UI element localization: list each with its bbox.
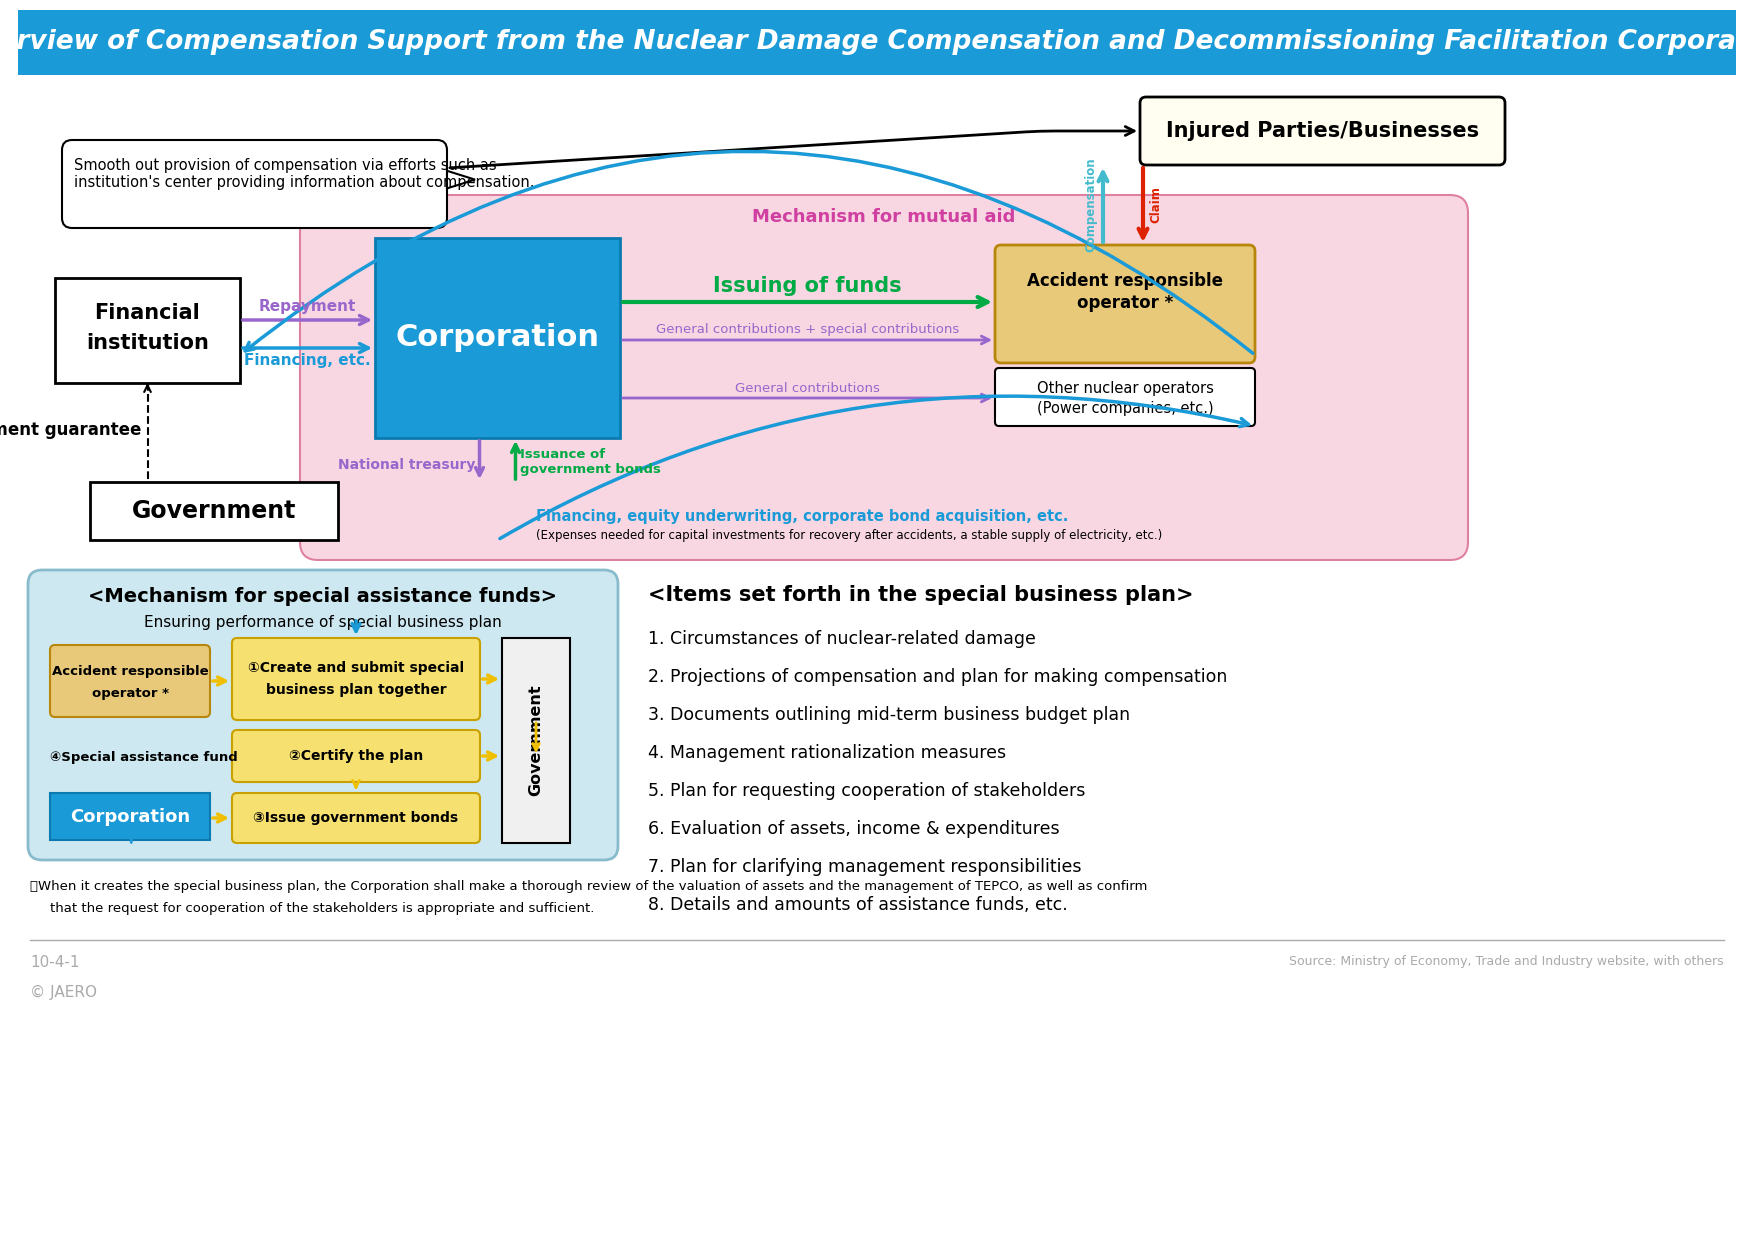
FancyBboxPatch shape: [61, 140, 447, 228]
FancyBboxPatch shape: [300, 195, 1468, 560]
Text: 8. Details and amounts of assistance funds, etc.: 8. Details and amounts of assistance fun…: [647, 897, 1068, 914]
Text: operator *: operator *: [1077, 294, 1173, 312]
Text: © JAERO: © JAERO: [30, 985, 96, 999]
Text: <Mechanism for special assistance funds>: <Mechanism for special assistance funds>: [88, 587, 558, 605]
Text: 3. Documents outlining mid-term business budget plan: 3. Documents outlining mid-term business…: [647, 706, 1130, 724]
Bar: [54, 278, 240, 383]
Text: Repayment: Repayment: [260, 300, 356, 315]
Bar: [502, 639, 570, 843]
FancyBboxPatch shape: [995, 246, 1256, 363]
FancyBboxPatch shape: [1140, 97, 1505, 165]
Text: Government: Government: [528, 684, 544, 796]
Text: 6. Evaluation of assets, income & expenditures: 6. Evaluation of assets, income & expend…: [647, 820, 1059, 838]
Text: ③Issue government bonds: ③Issue government bonds: [253, 811, 458, 825]
Text: Compensation: Compensation: [1084, 157, 1096, 252]
Text: 4. Management rationalization measures: 4. Management rationalization measures: [647, 744, 1007, 763]
Text: ＊When it creates the special business plan, the Corporation shall make a thoroug: ＊When it creates the special business pl…: [30, 880, 1147, 893]
Bar: [18, 10, 1736, 74]
Text: 2. Projections of compensation and plan for making compensation: 2. Projections of compensation and plan …: [647, 668, 1228, 686]
Polygon shape: [447, 171, 475, 188]
Text: 5. Plan for requesting cooperation of stakeholders: 5. Plan for requesting cooperation of st…: [647, 782, 1086, 800]
Text: (Expenses needed for capital investments for recovery after accidents, a stable : (Expenses needed for capital investments…: [537, 528, 1163, 542]
Text: ④Special assistance fund: ④Special assistance fund: [51, 751, 239, 765]
Text: General contributions: General contributions: [735, 382, 881, 394]
Text: Financial: Financial: [95, 303, 200, 322]
Text: Government guarantee: Government guarantee: [0, 422, 142, 439]
Text: business plan together: business plan together: [265, 683, 446, 697]
Text: ②Certify the plan: ②Certify the plan: [289, 749, 423, 763]
Text: that the request for cooperation of the stakeholders is appropriate and sufficie: that the request for cooperation of the …: [51, 901, 595, 915]
Text: ①Create and submit special: ①Create and submit special: [247, 661, 465, 675]
Text: 10‑4‑1: 10‑4‑1: [30, 955, 79, 970]
Text: Financing, etc.: Financing, etc.: [244, 352, 370, 367]
Text: Other nuclear operators: Other nuclear operators: [1037, 381, 1214, 396]
Bar: [89, 482, 339, 539]
Text: Financing, equity underwriting, corporate bond acquisition, etc.: Financing, equity underwriting, corporat…: [537, 508, 1068, 523]
Text: institution: institution: [86, 334, 209, 353]
Text: operator *: operator *: [91, 687, 168, 699]
Text: 7. Plan for clarifying management responsibilities: 7. Plan for clarifying management respon…: [647, 858, 1082, 875]
Text: 1. Circumstances of nuclear-related damage: 1. Circumstances of nuclear-related dama…: [647, 630, 1037, 649]
FancyBboxPatch shape: [232, 639, 481, 720]
Bar: [51, 794, 210, 839]
Bar: [375, 238, 619, 438]
Text: Accident responsible: Accident responsible: [1028, 272, 1223, 290]
FancyBboxPatch shape: [28, 570, 617, 861]
FancyBboxPatch shape: [232, 730, 481, 782]
Text: <Items set forth in the special business plan>: <Items set forth in the special business…: [647, 585, 1193, 605]
Text: Overview of Compensation Support from the Nuclear Damage Compensation and Decomm: Overview of Compensation Support from th…: [0, 29, 1754, 55]
FancyBboxPatch shape: [995, 368, 1256, 427]
Text: Corporation: Corporation: [70, 807, 189, 826]
Text: Government: Government: [132, 498, 296, 523]
Text: Ensuring performance of special business plan: Ensuring performance of special business…: [144, 615, 502, 630]
Text: General contributions + special contributions: General contributions + special contribu…: [656, 324, 959, 336]
Text: Source: Ministry of Economy, Trade and Industry website, with others: Source: Ministry of Economy, Trade and I…: [1289, 955, 1724, 968]
FancyBboxPatch shape: [232, 794, 481, 843]
Text: Claim: Claim: [1149, 186, 1161, 223]
Text: Smooth out provision of compensation via efforts such as
institution's center pr: Smooth out provision of compensation via…: [74, 157, 535, 191]
Text: Corporation: Corporation: [395, 324, 600, 352]
Text: Issuing of funds: Issuing of funds: [714, 277, 902, 296]
Text: Accident responsible: Accident responsible: [51, 665, 209, 677]
Text: National treasury: National treasury: [339, 458, 475, 472]
Text: (Power companies, etc.): (Power companies, etc.): [1037, 401, 1214, 415]
FancyBboxPatch shape: [51, 645, 210, 717]
Text: Issuance of
government bonds: Issuance of government bonds: [519, 448, 660, 476]
Text: Mechanism for mutual aid: Mechanism for mutual aid: [752, 208, 1016, 226]
Text: Injured Parties/Businesses: Injured Parties/Businesses: [1166, 122, 1479, 141]
